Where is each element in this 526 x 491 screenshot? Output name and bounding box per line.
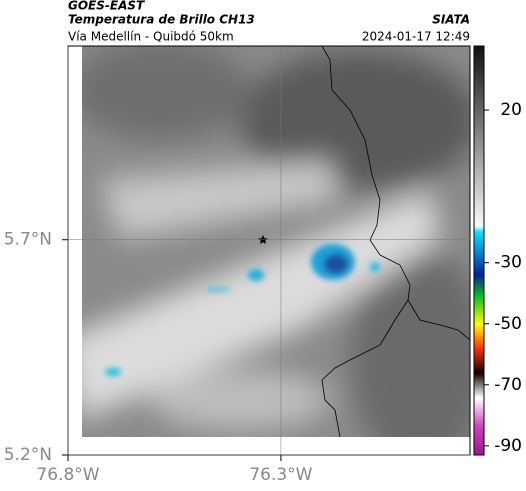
colorbar-tick-label: -70 [494, 375, 522, 395]
lon-tick-label: 76.3°W [249, 465, 312, 485]
colorbar [473, 45, 485, 456]
region: Vía Medellín - Quibdó 50km [68, 30, 234, 44]
lat-tick-label: 5.2°N [4, 445, 52, 465]
timestamp: 2024-01-17 12:49 [362, 30, 470, 44]
satellite: GOES-EAST [68, 0, 145, 13]
satellite-image [82, 46, 470, 437]
colorbar-tick-label: 20 [500, 100, 522, 120]
lat-tick-label: 5.7°N [4, 230, 52, 250]
colorbar-tick-label: -50 [494, 314, 522, 334]
product: Temperatura de Brillo CH13 [68, 13, 255, 27]
lon-tick-label: 76.8°W [36, 465, 99, 485]
colorbar-tick-label: -90 [494, 436, 522, 456]
colorbar-tick-label: -30 [494, 253, 522, 273]
source: SIATA [432, 13, 470, 27]
